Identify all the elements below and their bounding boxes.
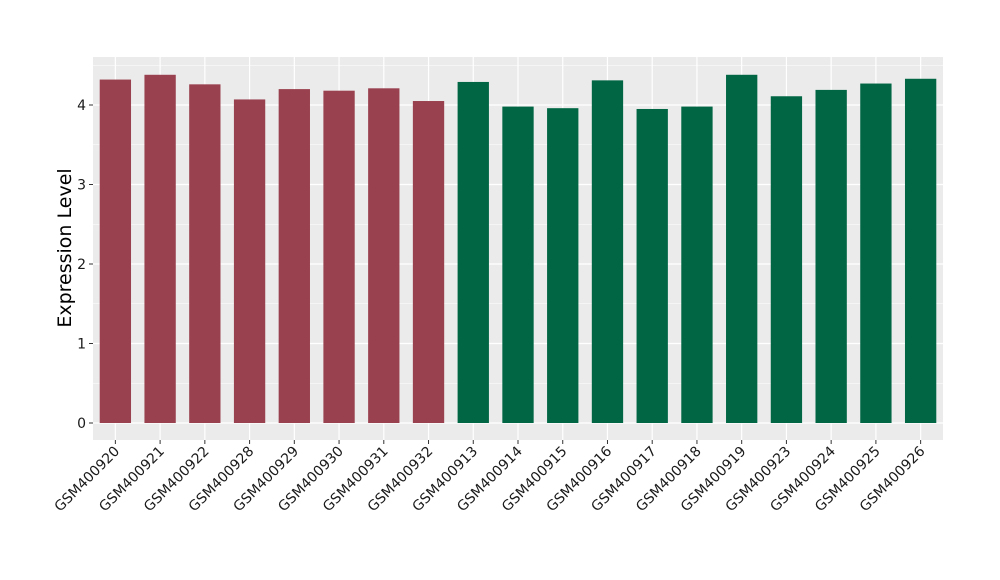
bar	[457, 81, 489, 423]
y-tick-label: 1	[77, 337, 86, 353]
bar	[547, 108, 579, 424]
bar	[904, 78, 937, 423]
bar	[591, 80, 624, 423]
bar	[681, 106, 713, 423]
bar	[323, 90, 355, 423]
bar	[726, 74, 758, 423]
y-tick-label: 2	[77, 257, 86, 273]
y-axis-title: Expression Level	[54, 168, 76, 327]
bar	[189, 84, 221, 423]
bar	[502, 106, 534, 423]
bar	[278, 89, 310, 423]
bar	[144, 74, 176, 423]
bar	[636, 108, 668, 423]
y-tick-label: 4	[77, 98, 86, 114]
bar	[860, 83, 892, 423]
bar	[815, 89, 847, 424]
bar	[412, 101, 445, 424]
x-axis: GSM400920GSM400921GSM400922GSM400928GSM4…	[52, 440, 929, 515]
bar	[233, 99, 266, 423]
bar	[99, 79, 132, 423]
bar	[770, 96, 803, 423]
bars	[99, 74, 937, 424]
bar	[368, 88, 400, 424]
y-tick-label: 0	[77, 416, 86, 432]
y-axis: 0 1 2 3 4	[77, 98, 93, 432]
y-tick-label: 3	[77, 178, 86, 194]
